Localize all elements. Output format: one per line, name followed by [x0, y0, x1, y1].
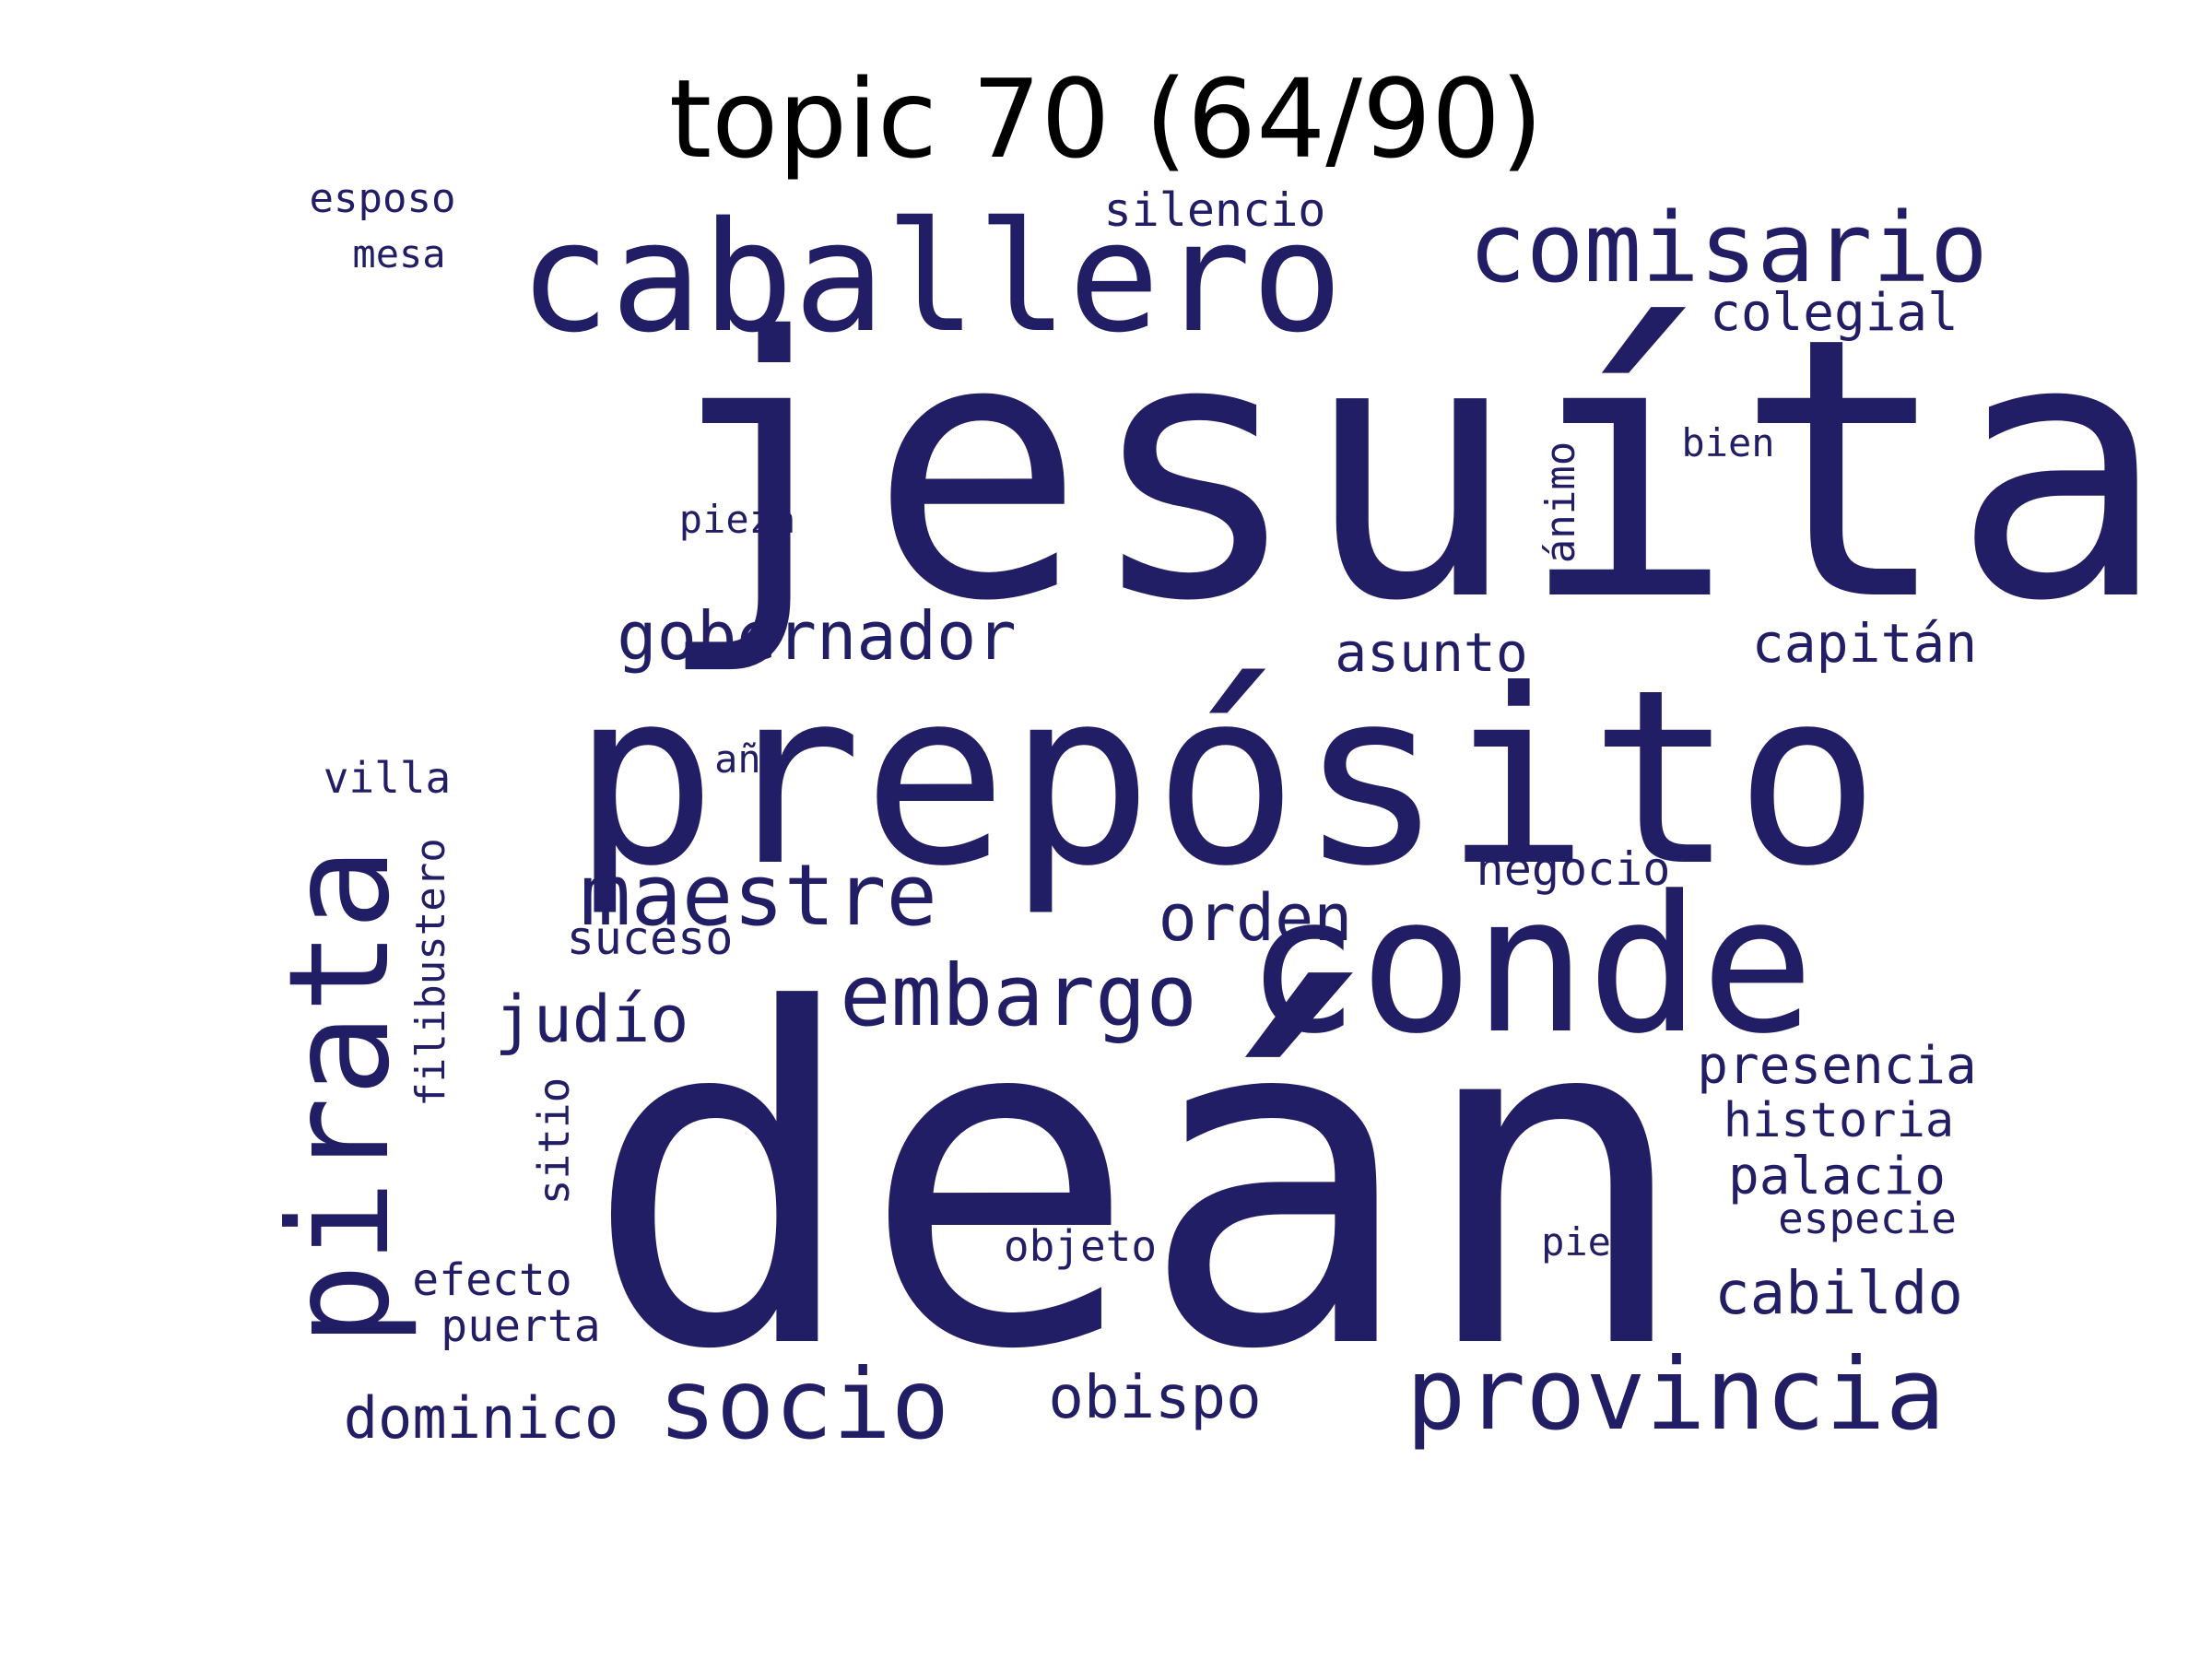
word-judio: judío	[495, 982, 689, 1057]
word-conde: conde	[1245, 856, 1814, 1076]
word-colegial: colegial	[1710, 283, 1959, 343]
word-provincia: provincia	[1406, 1337, 1945, 1453]
word-suceso: suceso	[567, 912, 734, 965]
word-negocio: negocio	[1477, 842, 1671, 896]
word-historia: historia	[1724, 1093, 1954, 1148]
word-dean: deán	[583, 913, 1693, 1450]
word-sitio: sitio	[529, 1077, 579, 1205]
word-pieza: pieza	[679, 497, 795, 542]
word-obispo: obispo	[1048, 1364, 1261, 1432]
word-socio: socio	[658, 1348, 949, 1461]
word-filibustero: filibustero	[407, 838, 454, 1106]
word-mesa: mesa	[352, 231, 445, 276]
word-efecto: efecto	[412, 1254, 571, 1306]
word-caballero: caballero	[519, 189, 1343, 366]
word-cabildo: cabildo	[1714, 1260, 1963, 1328]
word-pirata: pirata	[260, 847, 420, 1347]
word-objeto: objeto	[1004, 1221, 1157, 1271]
word-bien: bien	[1681, 420, 1774, 465]
chart-title: topic 70 (64/90)	[668, 55, 1544, 182]
word-presencia: presencia	[1697, 1036, 1976, 1096]
word-puerta: puerta	[441, 1300, 600, 1352]
word-maestre: maestre	[580, 846, 937, 945]
word-gobernador: gobernador	[617, 597, 1016, 675]
word-asunto: asunto	[1335, 621, 1528, 684]
word-villa: villa	[324, 753, 451, 803]
word-esposo: esposo	[310, 175, 456, 222]
word-palacio: palacio	[1728, 1147, 1946, 1206]
word-preposito: prepósito	[571, 638, 1880, 919]
word-animo: ánimo	[1537, 441, 1584, 563]
word-capitan: capitán	[1752, 612, 1977, 675]
word-orden: orden	[1159, 880, 1353, 956]
word-especie: especie	[1778, 1194, 1957, 1243]
word-ano: año	[714, 736, 784, 782]
word-comisario: comisario	[1468, 192, 1988, 304]
word-silencio: silencio	[1104, 183, 1326, 237]
word-jesuita: jesuíta	[653, 261, 2168, 679]
word-dominico: dominico	[344, 1384, 619, 1452]
word-pie: pie	[1541, 1219, 1611, 1265]
word-embargo: embargo	[840, 947, 1197, 1045]
